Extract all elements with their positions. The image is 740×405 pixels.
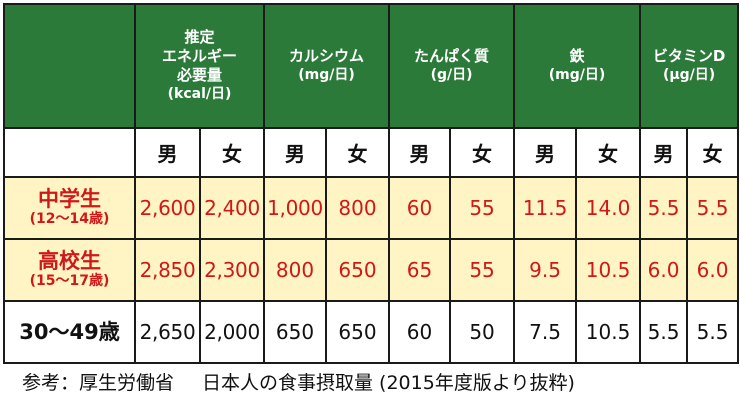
header-energy-line3: 必要量 — [177, 66, 223, 84]
header-protein-unit: (g/日) — [430, 67, 473, 83]
value-cell: 5.5 — [686, 300, 740, 364]
value-cell: 5.5 — [639, 300, 689, 364]
value-cell: 650 — [263, 300, 328, 364]
value-cell: 2,000 — [198, 300, 266, 364]
value-cell: 11.5 — [513, 176, 578, 240]
header-iron-unit: (mg/日) — [548, 67, 606, 83]
header-protein-label: たんぱく質 — [414, 47, 490, 65]
value-cell: 2,300 — [198, 238, 266, 302]
value-cell: 5.5 — [639, 176, 689, 240]
value-cell: 14.0 — [575, 176, 642, 240]
header-protein: たんぱく質 (g/日) — [388, 3, 516, 129]
sex-male: 男 — [513, 127, 578, 178]
header-energy-line1: 推定 — [184, 28, 215, 46]
row-label-sub: (12〜14歳) — [29, 211, 110, 227]
sex-male: 男 — [639, 127, 689, 178]
footnote-reference: 参考：厚生労働省 — [22, 372, 175, 394]
header-energy-unit: (kcal/日) — [167, 86, 232, 102]
value-cell: 9.5 — [513, 238, 578, 302]
sex-female: 女 — [686, 127, 740, 178]
footnote-source: 日本人の食事摂取量 (2015年度版より抜粋) — [202, 372, 575, 394]
header-calcium: カルシウム (mg/日) — [263, 3, 391, 129]
header-calcium-label: カルシウム — [289, 47, 365, 65]
value-cell: 800 — [325, 176, 391, 240]
header-vitamin-d-label: ビタミンD — [652, 47, 726, 65]
sex-female: 女 — [325, 127, 391, 178]
value-cell: 800 — [263, 238, 328, 302]
value-cell: 65 — [388, 238, 452, 302]
row-high-school: 高校生 (15〜17歳) 2,850 2,300 800 650 65 55 9… — [3, 238, 740, 302]
header-vitamin-d: ビタミンD (μg/日) — [639, 3, 740, 129]
value-cell: 60 — [388, 300, 452, 364]
value-cell: 55 — [449, 238, 516, 302]
header-energy-line2: エネルギー — [162, 47, 238, 65]
sex-row-blank — [3, 127, 136, 178]
sex-male: 男 — [388, 127, 452, 178]
sex-female: 女 — [449, 127, 516, 178]
header-energy: 推定 エネルギー 必要量 (kcal/日) — [133, 3, 266, 129]
sex-row: 男 女 男 女 男 女 男 女 男 女 — [3, 127, 740, 178]
header-iron-label: 鉄 — [569, 47, 585, 65]
header-calcium-unit: (mg/日) — [298, 67, 355, 83]
value-cell: 2,650 — [134, 300, 201, 364]
value-cell: 6.0 — [639, 238, 689, 302]
row-label-main: 30〜49歳 — [19, 320, 120, 344]
row-label: 中学生 (12〜14歳) — [3, 176, 136, 240]
row-label-main: 高校生 — [38, 249, 101, 273]
value-cell: 6.0 — [686, 238, 740, 302]
header-corner — [3, 3, 136, 129]
footnote: 参考：厚生労働省 日本人の食事摂取量 (2015年度版より抜粋) — [22, 368, 732, 395]
value-cell: 10.5 — [575, 300, 642, 364]
sex-female: 女 — [575, 127, 642, 178]
sex-male: 男 — [134, 127, 201, 178]
value-cell: 2,400 — [198, 176, 266, 240]
value-cell: 2,600 — [134, 176, 201, 240]
header-row: 推定 エネルギー 必要量 (kcal/日) カルシウム (mg/日) たんぱく質… — [3, 3, 740, 129]
value-cell: 5.5 — [686, 176, 740, 240]
row-label-main: 中学生 — [38, 187, 101, 211]
value-cell: 2,850 — [134, 238, 201, 302]
value-cell: 55 — [449, 176, 516, 240]
sex-male: 男 — [263, 127, 328, 178]
nutrition-table: 推定 エネルギー 必要量 (kcal/日) カルシウム (mg/日) たんぱく質… — [3, 3, 740, 364]
value-cell: 650 — [325, 300, 391, 364]
header-vitamin-d-unit: (μg/日) — [662, 67, 716, 83]
sex-female: 女 — [198, 127, 266, 178]
row-junior-high: 中学生 (12〜14歳) 2,600 2,400 1,000 800 60 55… — [3, 176, 740, 240]
row-adult: 30〜49歳 2,650 2,000 650 650 60 50 7.5 10.… — [3, 300, 740, 364]
value-cell: 50 — [449, 300, 516, 364]
row-label-sub: (15〜17歳) — [29, 273, 110, 289]
row-label: 30〜49歳 — [3, 300, 136, 364]
value-cell: 60 — [388, 176, 452, 240]
row-label: 高校生 (15〜17歳) — [3, 238, 136, 302]
value-cell: 7.5 — [513, 300, 578, 364]
value-cell: 10.5 — [575, 238, 642, 302]
value-cell: 1,000 — [263, 176, 328, 240]
header-iron: 鉄 (mg/日) — [513, 3, 642, 129]
value-cell: 650 — [325, 238, 391, 302]
